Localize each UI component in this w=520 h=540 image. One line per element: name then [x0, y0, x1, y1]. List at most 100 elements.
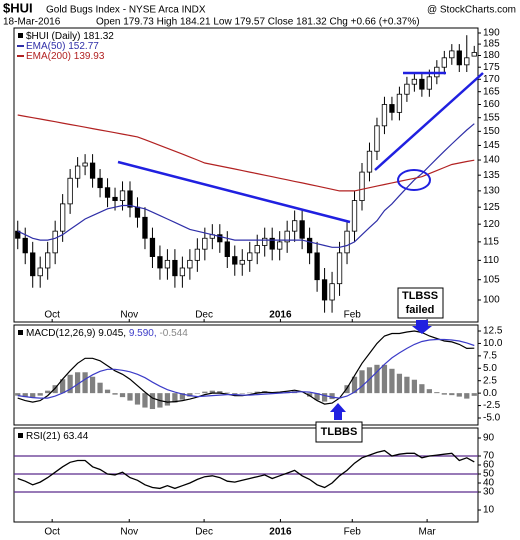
x-tick-label: Feb — [344, 527, 362, 538]
candle-body — [89, 162, 96, 179]
legend-swatch — [18, 433, 23, 438]
y-tick-label: 170 — [483, 74, 500, 85]
legend-text: 9.045, — [98, 328, 126, 339]
candle-body — [119, 190, 126, 201]
histogram-bar — [15, 393, 21, 396]
histogram-bar — [321, 393, 328, 402]
histogram-bar — [217, 391, 223, 394]
histogram-bar — [314, 393, 320, 401]
legend-text: 152.77 — [68, 41, 99, 52]
y-tick-label: 50 — [483, 469, 495, 480]
arrow — [330, 403, 346, 420]
candle-body — [389, 104, 395, 113]
histogram-bar — [30, 393, 36, 398]
legend-text: MACD(12,26,9) — [26, 328, 95, 339]
histogram-bar — [306, 393, 313, 397]
histogram-bar — [172, 393, 178, 403]
candle-body — [374, 125, 380, 152]
candle-body — [179, 267, 186, 277]
histogram-bar — [45, 390, 51, 394]
candle-body — [381, 104, 388, 127]
candle-body — [329, 283, 335, 301]
candle-body — [262, 237, 268, 246]
legend-text: 63.44 — [63, 431, 88, 442]
index-name: Gold Bugs Index - NYSE Arca INDX — [46, 5, 206, 16]
highlight-ellipse — [397, 169, 431, 191]
candle-body — [22, 237, 28, 254]
candle-body — [306, 237, 313, 254]
histogram-bar — [74, 372, 81, 394]
legend-entry: $HUI (Daily) 181.32 — [26, 31, 114, 42]
candle-body — [344, 230, 350, 254]
histogram-bar — [374, 364, 380, 394]
x-tick-label: Feb — [344, 310, 362, 321]
candle-body — [104, 187, 111, 198]
y-tick-label: 120 — [483, 219, 500, 230]
x-tick-label: Oct — [44, 310, 60, 321]
histogram-bar — [134, 393, 141, 405]
histogram-bar — [127, 393, 133, 401]
candle-body — [60, 203, 66, 232]
x-tick-label: Nov — [120, 527, 138, 538]
candle-body — [464, 57, 470, 66]
histogram-bar — [60, 379, 66, 394]
histogram-bar — [351, 376, 358, 394]
y-tick-label: 30 — [483, 487, 495, 498]
candle-body — [449, 50, 455, 59]
histogram-bar — [396, 373, 403, 394]
x-tick-label: Dec — [195, 310, 213, 321]
legend-swatch — [18, 33, 23, 38]
candle-body — [419, 78, 425, 90]
y-tick-label: 145 — [483, 140, 500, 151]
y-tick-label: 165 — [483, 86, 500, 97]
y-tick-label: 7.5 — [483, 351, 497, 362]
histogram-bar — [359, 370, 365, 394]
histogram-bar — [209, 390, 215, 394]
y-tick-label: 160 — [483, 99, 500, 110]
candle-body — [277, 241, 283, 250]
histogram-bar — [329, 393, 335, 400]
histogram-bar — [22, 393, 28, 398]
x-tick-label: Oct — [44, 527, 60, 538]
candle-body — [202, 237, 208, 250]
histogram-bar — [366, 367, 373, 394]
y-tick-label: 70 — [483, 451, 495, 462]
y-tick-label: 100 — [483, 295, 500, 306]
candle-body — [351, 200, 358, 232]
y-tick-label: 110 — [483, 255, 499, 266]
candle-body — [149, 237, 156, 257]
annotation-box — [315, 421, 363, 443]
arrow — [412, 320, 432, 334]
histogram-bar — [344, 385, 350, 394]
symbol: $HUI — [3, 0, 33, 15]
candle-body — [224, 241, 230, 257]
legend-entry: MACD(12,26,9) 9.045, 9.590, -0.544 — [26, 328, 188, 339]
legend-text: EMA(200) — [26, 51, 71, 62]
legend-swatch — [18, 330, 23, 335]
candle-body — [30, 252, 36, 277]
candle-body — [127, 190, 133, 208]
histogram-bar — [89, 376, 96, 394]
histogram-bar — [449, 393, 455, 396]
x-tick-label: 2016 — [269, 310, 292, 321]
y-tick-label: 90 — [483, 433, 495, 444]
date: 18-Mar-2016 — [3, 17, 61, 28]
y-tick-label: 140 — [483, 155, 500, 166]
y-tick-label: 155 — [483, 112, 500, 123]
histogram-bar — [67, 374, 73, 394]
candle-body — [45, 252, 51, 269]
candle-body — [336, 252, 343, 285]
y-tick-label: 130 — [483, 186, 500, 197]
histogram-bar — [464, 393, 470, 399]
y-tick-label: 10 — [483, 505, 495, 516]
y-tick-label: -2.5 — [483, 400, 501, 411]
histogram-bar — [404, 376, 410, 394]
candle-body — [366, 150, 373, 173]
y-tick-label: 105 — [483, 274, 500, 285]
histogram-bar — [419, 384, 425, 394]
histogram-bar — [254, 391, 260, 394]
annotation-text: failed — [406, 304, 435, 316]
candle-body — [291, 220, 298, 232]
candle-body — [269, 237, 275, 250]
